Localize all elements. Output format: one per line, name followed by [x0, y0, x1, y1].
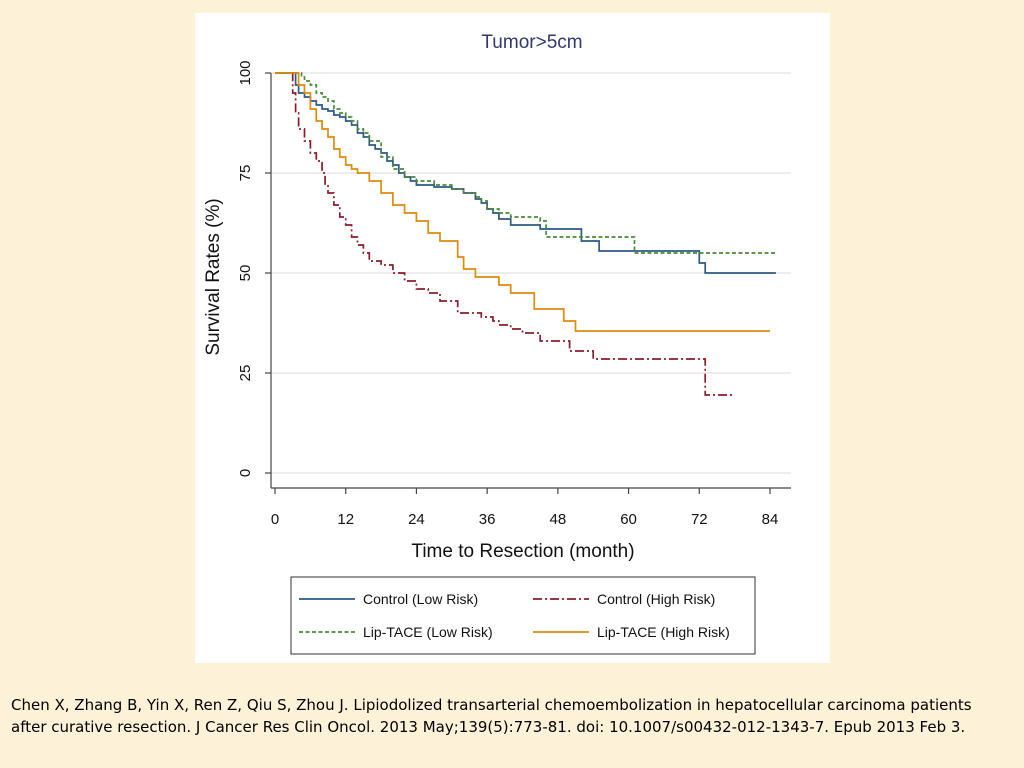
axes-layer: [270, 73, 791, 489]
y-tick-label: 50: [237, 265, 254, 282]
y-tick-label: 0: [237, 469, 254, 477]
x-axis-label: Time to Resection (month): [411, 541, 634, 562]
x-tick-label: 24: [408, 511, 425, 528]
y-tick-label: 25: [237, 365, 254, 382]
x-tick-label: 72: [691, 511, 708, 528]
series-line: [275, 72, 776, 254]
x-tick-label: 0: [271, 511, 279, 528]
y-tick-label: 75: [237, 165, 254, 182]
figure-panel: Tumor>5cm 0 25 50 75 100 0 12 24 36 48 60 72 84 Time…: [195, 13, 830, 663]
chart-title: Tumor>5cm: [481, 32, 582, 53]
legend-label: Lip-TACE (High Risk): [597, 624, 730, 640]
x-tick-label: 84: [762, 511, 779, 528]
legend-box: [290, 576, 756, 655]
series-line: [275, 72, 776, 274]
survival-chart: Tumor>5cm 0 25 50 75 100 0 12 24 36 48 60 72 84 Time…: [203, 32, 791, 655]
x-tick-label: 36: [479, 511, 496, 528]
legend-label: Lip-TACE (Low Risk): [363, 624, 493, 640]
x-tick-label: 12: [337, 511, 354, 528]
legend: Control (Low Risk) Control (High Risk) Lip…: [290, 576, 756, 655]
y-tick-label: 100: [237, 60, 254, 85]
legend-label: Control (High Risk): [597, 591, 715, 607]
series-line: [275, 72, 770, 332]
series-layer: [275, 72, 776, 396]
legend-label: Control (Low Risk): [363, 591, 478, 607]
y-axis-label: Survival Rates (%): [203, 198, 224, 355]
citation-text: Chen X, Zhang B, Yin X, Ren Z, Qiu S, Zh…: [11, 696, 972, 736]
tick-layer: 0 25 50 75 100 0 12 24 36 48 60 72 84: [237, 60, 778, 528]
series-line: [275, 72, 735, 396]
x-tick-label: 48: [550, 511, 567, 528]
x-tick-label: 60: [620, 511, 637, 528]
